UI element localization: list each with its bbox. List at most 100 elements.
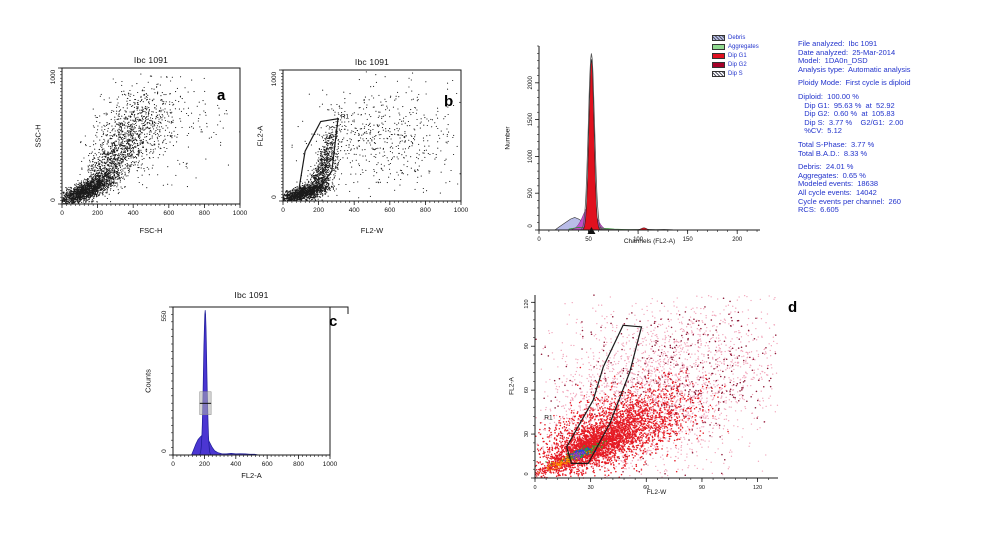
stats-line: Total S-Phase: 3.77 % (798, 139, 875, 149)
svg-text:400: 400 (349, 207, 360, 214)
stats-line: %CV: 5.12 (798, 126, 842, 136)
svg-text:0: 0 (528, 224, 534, 228)
svg-text:50: 50 (585, 237, 592, 243)
stats-line: Ploidy Mode: First cycle is diploid (798, 78, 911, 88)
stats-line: Total B.A.D.: 8.33 % (798, 148, 868, 158)
svg-text:1000: 1000 (50, 69, 57, 84)
stats-line: Analysis type: Automatic analysis (798, 64, 911, 74)
stats-line: Date analyzed: 25-Mar-2014 (798, 47, 896, 57)
legend-item: Dip S (712, 69, 759, 78)
svg-text:800: 800 (199, 210, 210, 217)
legend-item: Debris (712, 33, 759, 42)
svg-text:0: 0 (281, 207, 285, 214)
legend-label: Debris (728, 34, 746, 41)
panel-letter-d: d (788, 299, 798, 316)
svg-text:60: 60 (643, 485, 649, 491)
svg-text:600: 600 (262, 461, 273, 468)
svg-text:550: 550 (161, 310, 168, 321)
svg-text:200: 200 (199, 461, 210, 468)
panel-a-title: Ibc 1091 (133, 55, 169, 65)
svg-text:90: 90 (524, 343, 530, 349)
stats-line: RCS: 6.605 (798, 205, 839, 215)
svg-text:400: 400 (230, 461, 241, 468)
panel-d-x-axis-label: FL2-W (646, 489, 667, 496)
svg-text:800: 800 (420, 207, 431, 214)
svg-text:R1: R1 (544, 414, 553, 421)
stats-line: Dip G2: 0.60 % at 105.83 (798, 109, 895, 119)
svg-text:0: 0 (537, 237, 541, 243)
panel-c-x-axis-label: FL2-A (241, 471, 262, 480)
panel-a-y-axis-label: SSC-H (33, 124, 43, 148)
legend-swatch (712, 61, 725, 68)
svg-text:60: 60 (524, 387, 530, 393)
svg-text:150: 150 (683, 237, 694, 243)
modfit-x-axis-label: Channels (FL2-A) (623, 238, 676, 245)
svg-text:0: 0 (171, 461, 175, 468)
svg-text:0: 0 (50, 198, 57, 202)
legend-swatch (712, 34, 725, 41)
stats-line: Dip G1: 95.63 % at 52.92 (798, 100, 895, 110)
svg-text:500: 500 (528, 188, 534, 199)
svg-text:2000: 2000 (528, 75, 534, 89)
svg-text:120: 120 (524, 299, 530, 308)
svg-text:90: 90 (699, 485, 705, 491)
svg-text:200: 200 (313, 207, 324, 214)
modfit-stats-block: File analyzed: Ibc 1091 Date analyzed: 25… (798, 39, 911, 215)
legend-swatch (712, 52, 725, 59)
legend-label: Dip S (728, 70, 743, 77)
stats-line: Modeled events: 18638 (798, 179, 879, 189)
panel-c-y-axis-label: Counts (143, 369, 153, 393)
legend-item: Dip G2 (712, 60, 759, 69)
panel-letter-b: b (444, 93, 454, 110)
stats-line: Debris: 24.01 % (798, 162, 854, 172)
panel-b-y-axis-label: FL2-A (255, 125, 265, 147)
svg-text:1000: 1000 (528, 149, 534, 163)
svg-text:30: 30 (588, 485, 594, 491)
legend-label: Dip G1 (728, 52, 747, 59)
stats-line: All cycle events: 14042 (798, 187, 877, 197)
svg-text:600: 600 (384, 207, 395, 214)
panel-a-x-axis-label: FSC-H (139, 226, 163, 235)
stats-line: Aggregates: 0.65 % (798, 170, 866, 180)
legend-swatch (712, 70, 725, 77)
svg-text:200: 200 (732, 237, 743, 243)
svg-text:0: 0 (271, 195, 278, 199)
svg-text:0: 0 (60, 210, 64, 217)
svg-text:0: 0 (533, 485, 536, 491)
svg-text:1500: 1500 (528, 112, 534, 126)
legend-item: Aggregates (712, 42, 759, 51)
stats-line: Cycle events per channel: 260 (798, 196, 901, 206)
stats-line: File analyzed: Ibc 1091 (798, 39, 878, 48)
svg-text:0: 0 (161, 449, 168, 453)
svg-text:200: 200 (92, 210, 103, 217)
svg-text:1000: 1000 (323, 461, 338, 468)
svg-text:R1: R1 (341, 113, 350, 120)
panel-d-y-axis-label: FL2-A (508, 377, 516, 395)
svg-text:120: 120 (753, 485, 762, 491)
modfit-y-axis-label: Number (504, 126, 512, 150)
legend-label: Dip G2 (728, 61, 747, 68)
panel-letter-c: c (329, 313, 338, 330)
svg-text:1000: 1000 (233, 210, 248, 217)
svg-text:1000: 1000 (271, 71, 278, 86)
svg-text:100: 100 (633, 237, 644, 243)
svg-text:0: 0 (524, 472, 530, 475)
svg-text:800: 800 (293, 461, 304, 468)
legend-label: Aggregates (728, 43, 759, 50)
panel-letter-a: a (217, 87, 226, 104)
svg-text:600: 600 (163, 210, 174, 217)
stats-line: Dip S: 3.77 % G2/G1: 2.00 (798, 117, 904, 127)
stats-line: Model: 1DA0n_DSD (798, 56, 868, 66)
panel-c-title: Ibc 1091 (234, 290, 269, 300)
modfit-legend: Debris Aggregates Dip G1 Dip G2 Dip S (712, 33, 759, 78)
svg-text:1000: 1000 (454, 207, 469, 214)
legend-item: Dip G1 (712, 51, 759, 60)
panel-b-x-axis-label: FL2-W (360, 226, 384, 235)
svg-text:30: 30 (524, 431, 530, 437)
panel-b-title: Ibc 1091 (354, 57, 390, 67)
legend-swatch (712, 43, 725, 50)
svg-text:400: 400 (128, 210, 139, 217)
stats-line: Diploid: 100.00 % (798, 91, 859, 101)
